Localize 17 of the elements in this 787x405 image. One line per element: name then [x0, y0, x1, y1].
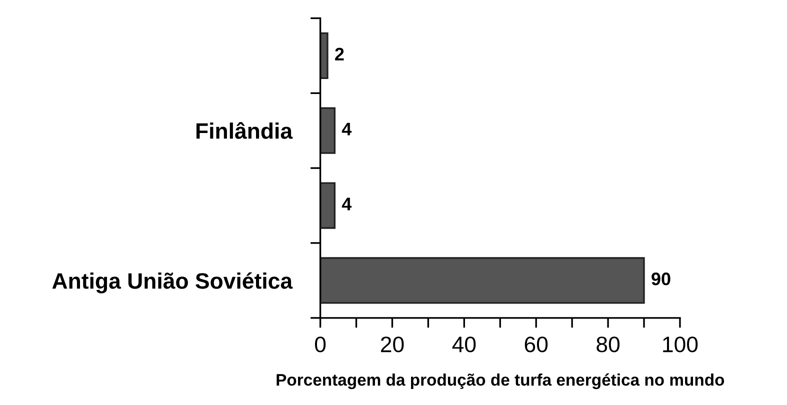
x-tick-label: 0: [315, 336, 326, 352]
x-tick-label: 100: [663, 336, 698, 352]
bar: [320, 257, 645, 304]
x-tick-label: 80: [596, 336, 620, 352]
bar: [320, 32, 328, 79]
bar: [320, 107, 336, 154]
y-tick-label: Antiga União Soviética: [52, 272, 293, 294]
x-tick-label: 20: [381, 336, 404, 352]
x-axis-title: Porcentagem da produção de turfa energética no mundo: [276, 373, 724, 390]
x-tick-label: 40: [452, 336, 476, 352]
x-tick-label: 60: [524, 336, 548, 352]
y-tick-label: Finlândia: [196, 122, 293, 139]
data-label: 90: [652, 272, 670, 286]
bar: [320, 182, 336, 229]
data-label: 4: [342, 198, 352, 210]
data-label: 4: [342, 122, 352, 136]
data-label: 2: [335, 48, 344, 60]
